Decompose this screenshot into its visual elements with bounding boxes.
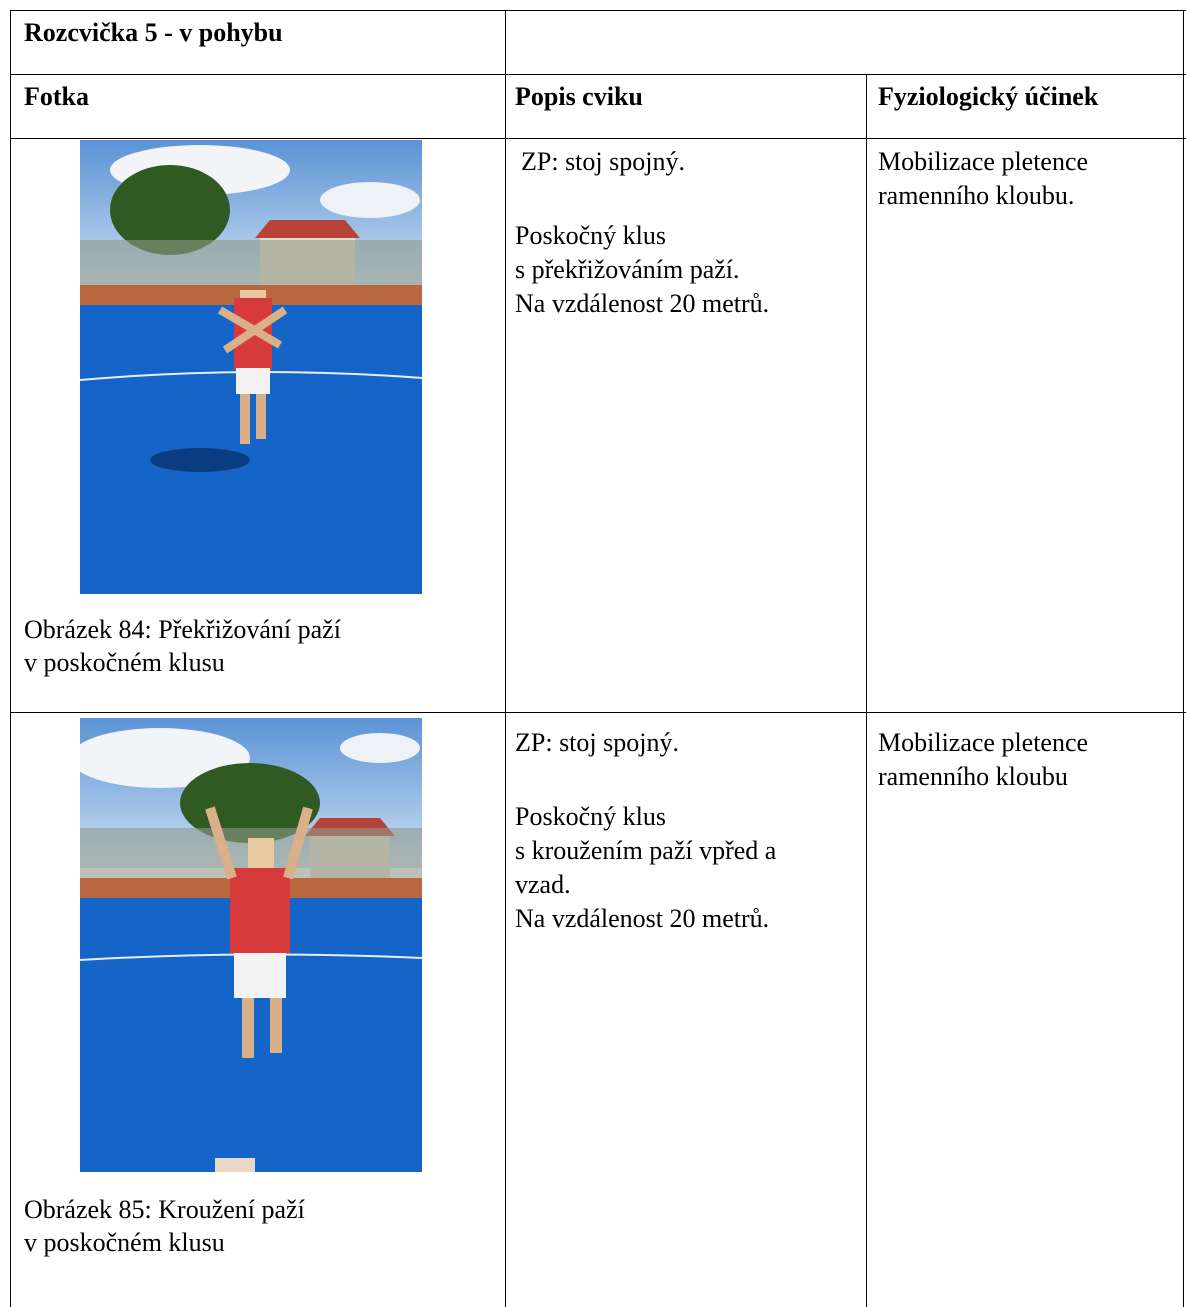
column-header: Fyziologický účinek: [878, 82, 1099, 111]
description-text: ZP: stoj spojný.: [521, 147, 685, 176]
description-text: vzad.: [515, 870, 571, 899]
photo-caption: v poskočném klusu: [24, 1228, 225, 1257]
column-header: Popis cviku: [515, 82, 643, 111]
description-text: Poskočný klus: [515, 802, 666, 831]
column-header: Fotka: [24, 82, 89, 111]
table-title: Rozcvička 5 - v pohybu: [24, 18, 283, 47]
exercise-photo: [80, 718, 422, 1172]
effect-text: Mobilizace pletence: [878, 728, 1089, 757]
table-border: [866, 74, 867, 1307]
table-border: [10, 138, 1186, 139]
effect-text: ramenního kloubu.: [878, 181, 1075, 210]
photo-caption: v poskočném klusu: [24, 648, 225, 677]
table-border: [10, 10, 1186, 11]
table-border: [505, 10, 506, 1307]
description-text: s kroužením paží vpřed a: [515, 836, 777, 865]
exercise-photo: [80, 140, 422, 594]
table-border: [10, 712, 1186, 713]
description-text: s překřižováním paží.: [515, 255, 740, 284]
table-border: [10, 10, 11, 1307]
photo-caption: Obrázek 85: Kroužení paží: [24, 1195, 305, 1224]
effect-text: Mobilizace pletence: [878, 147, 1089, 176]
table-border: [1183, 10, 1184, 1307]
description-text: Poskočný klus: [515, 221, 666, 250]
table-border: [10, 74, 1186, 75]
photo-caption: Obrázek 84: Překřižování paží: [24, 615, 341, 644]
description-text: Na vzdálenost 20 metrů.: [515, 904, 770, 933]
effect-text: ramenního kloubu: [878, 762, 1068, 791]
description-text: Na vzdálenost 20 metrů.: [515, 289, 770, 318]
description-text: ZP: stoj spojný.: [515, 728, 679, 757]
